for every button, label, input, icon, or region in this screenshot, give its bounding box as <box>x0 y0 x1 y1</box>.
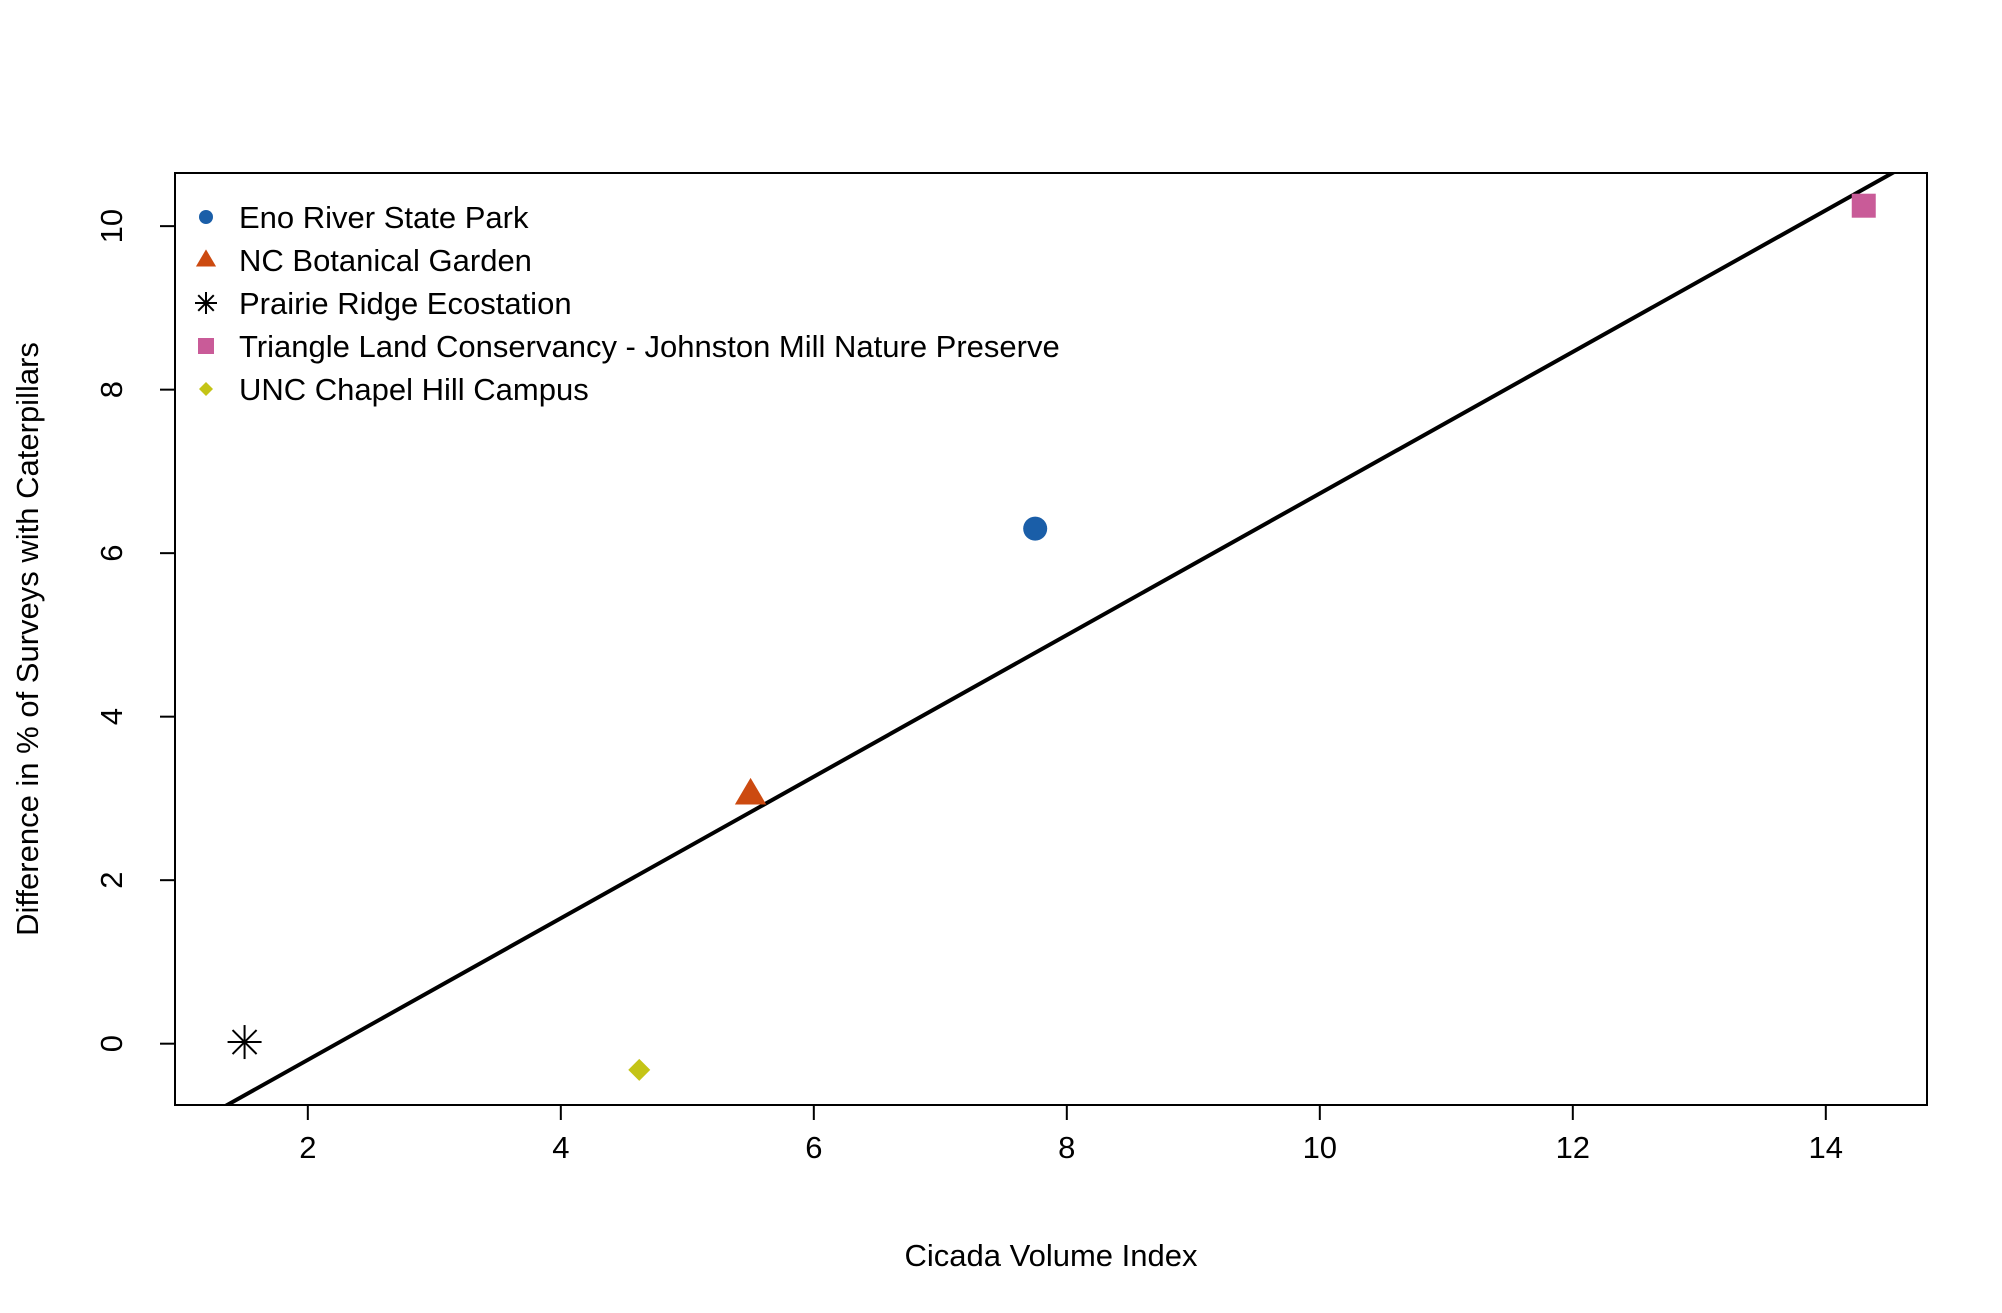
x-tick-label: 8 <box>1058 1130 1075 1165</box>
legend-label: UNC Chapel Hill Campus <box>239 372 589 407</box>
y-tick-label: 4 <box>94 708 129 725</box>
legend-marker-asterisk <box>195 292 217 314</box>
legend-item: Prairie Ridge Ecostation <box>195 286 572 321</box>
data-point-triangle <box>734 777 767 805</box>
y-tick-label: 0 <box>94 1035 129 1052</box>
x-axis: 2 4 6 8 10 12 14 <box>299 1104 1843 1165</box>
x-tick-label: 6 <box>805 1130 822 1165</box>
legend-label: Eno River State Park <box>239 200 529 235</box>
legend-marker-diamond <box>199 382 213 396</box>
legend-item: Triangle Land Conservancy - Johnston Mil… <box>198 329 1060 364</box>
y-tick-label: 2 <box>94 872 129 889</box>
y-tick-label: 10 <box>94 209 129 243</box>
x-tick-label: 4 <box>552 1130 569 1165</box>
y-tick-label: 6 <box>94 545 129 562</box>
x-tick-label: 10 <box>1303 1130 1337 1165</box>
regression-line <box>223 173 1897 1105</box>
x-tick-label: 2 <box>299 1130 316 1165</box>
x-tick-label: 12 <box>1556 1130 1590 1165</box>
legend-marker-triangle <box>195 249 217 267</box>
legend-item: NC Botanical Garden <box>195 243 532 278</box>
legend-marker-circle <box>199 210 213 224</box>
x-tick-label: 14 <box>1809 1130 1843 1165</box>
data-point-diamond <box>628 1058 651 1081</box>
data-point-square <box>1851 193 1876 218</box>
legend-item: UNC Chapel Hill Campus <box>199 372 589 407</box>
legend-label: Triangle Land Conservancy - Johnston Mil… <box>239 329 1060 364</box>
x-axis-title: Cicada Volume Index <box>905 1238 1198 1273</box>
y-tick-label: 8 <box>94 381 129 398</box>
legend-marker-square <box>198 338 214 354</box>
legend: Eno River State Park NC Botanical Garden P… <box>195 200 1060 407</box>
legend-item: Eno River State Park <box>199 200 529 235</box>
data-point-circle <box>1023 516 1048 541</box>
legend-label: NC Botanical Garden <box>239 243 532 278</box>
data-points <box>227 193 1876 1081</box>
legend-label: Prairie Ridge Ecostation <box>239 286 572 321</box>
y-axis: 0 2 4 6 8 10 <box>94 209 176 1052</box>
y-axis-title: Difference in % of Surveys with Caterpil… <box>10 342 45 936</box>
data-point-asterisk <box>227 1025 262 1060</box>
regression-line-group <box>223 173 1897 1105</box>
